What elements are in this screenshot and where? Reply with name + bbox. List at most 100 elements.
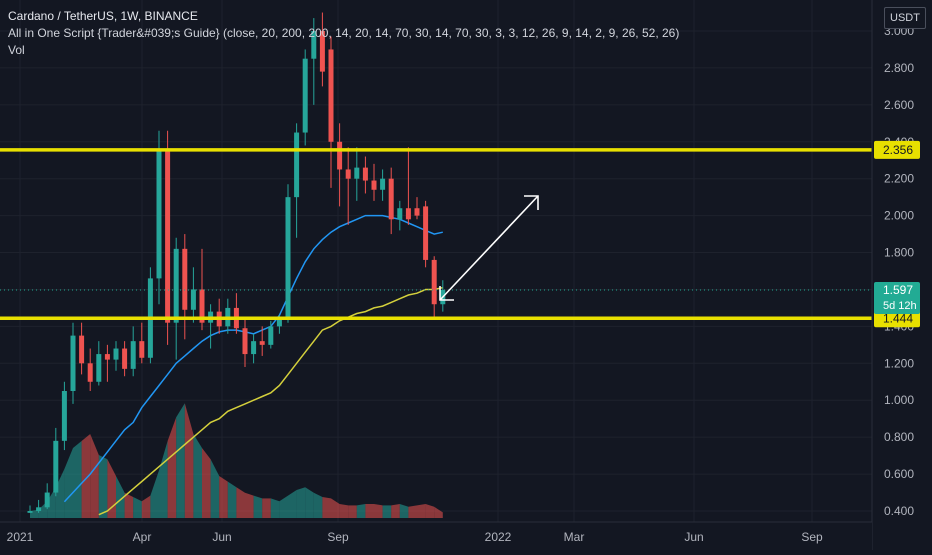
candle-body xyxy=(87,363,93,382)
volume-area xyxy=(184,403,194,518)
volume-area xyxy=(150,470,159,518)
candle-body xyxy=(354,167,360,179)
volume-area xyxy=(176,403,185,518)
candle-body xyxy=(259,341,265,345)
price-axis-panel xyxy=(872,0,932,550)
candle-body xyxy=(414,208,420,216)
chart-legend: Cardano / TetherUS, 1W, BINANCE All in O… xyxy=(8,8,679,59)
candle-body xyxy=(423,206,429,260)
candle-body xyxy=(431,259,437,305)
volume-area xyxy=(288,490,297,518)
candle-body xyxy=(371,180,377,190)
moving-average-line xyxy=(98,286,443,516)
candle-body xyxy=(156,149,162,279)
volume-label[interactable]: Vol xyxy=(8,43,25,57)
volume-area xyxy=(219,476,228,518)
volume-area xyxy=(408,505,417,518)
candle-body xyxy=(294,132,300,198)
price-tick-label: 0.800 xyxy=(884,430,914,444)
volume-area xyxy=(305,487,314,518)
candle-body xyxy=(36,507,42,511)
candle-body xyxy=(319,31,325,72)
volume-area xyxy=(382,505,392,518)
candle-body xyxy=(276,319,282,327)
candle-body xyxy=(405,208,411,220)
volume-area xyxy=(434,506,443,518)
candle-body xyxy=(104,354,110,360)
candle-body xyxy=(337,141,343,170)
volume-area xyxy=(98,455,108,518)
volume-area xyxy=(417,504,426,518)
volume-area xyxy=(236,487,245,518)
currency-button[interactable]: USDT xyxy=(884,7,926,29)
level-price-label: 2.356 xyxy=(883,143,913,157)
volume-area xyxy=(339,504,349,518)
candle-body xyxy=(397,208,403,220)
volume-area xyxy=(90,434,99,518)
candle-body xyxy=(130,341,136,369)
trend-arrow-tail xyxy=(439,286,454,301)
price-tick-label: 0.400 xyxy=(884,504,914,518)
candle-body xyxy=(268,326,274,345)
candle-body xyxy=(139,341,145,358)
volume-area xyxy=(167,417,177,518)
volume-area xyxy=(348,505,357,518)
candle-body xyxy=(328,49,334,142)
symbol-title[interactable]: Cardano / TetherUS, 1W, BINANCE xyxy=(8,9,198,23)
volume-area xyxy=(133,497,142,518)
candle-body xyxy=(380,178,386,190)
candle-body xyxy=(190,289,196,310)
volume-area xyxy=(73,441,82,518)
volume-area xyxy=(322,497,331,518)
price-tick-label: 1.800 xyxy=(884,246,914,260)
candle-body xyxy=(285,197,291,319)
time-tick-label: Jun xyxy=(212,530,231,544)
candle-body xyxy=(388,178,394,220)
candle-body xyxy=(242,328,248,355)
countdown-label: 5d 12h xyxy=(883,300,917,312)
time-tick-label: Apr xyxy=(133,530,152,544)
volume-area xyxy=(262,498,271,518)
trend-arrow-head xyxy=(524,195,539,210)
current-price-badge xyxy=(874,282,920,315)
volume-area xyxy=(227,481,237,518)
volume-area xyxy=(141,495,151,518)
volume-area xyxy=(202,448,211,518)
candle-body xyxy=(122,348,128,369)
candle-body xyxy=(165,149,171,323)
volume-area xyxy=(425,504,435,518)
volume-area xyxy=(270,498,280,518)
volume-area xyxy=(47,487,56,518)
time-tick-label: 2022 xyxy=(485,530,512,544)
candle-body xyxy=(362,167,368,181)
candle-body xyxy=(79,335,85,364)
volume-area xyxy=(193,434,202,518)
candle-body xyxy=(70,335,76,391)
current-price-label: 1.597 xyxy=(883,283,913,297)
time-tick-label: Jun xyxy=(684,530,703,544)
candle-body xyxy=(44,492,50,508)
indicator-label[interactable]: All in One Script {Trader&#039;s Guide} … xyxy=(8,26,680,40)
candle-body xyxy=(27,511,33,513)
volume-area xyxy=(391,504,400,518)
volume-area xyxy=(210,459,220,518)
volume-area xyxy=(55,469,65,518)
candle-body xyxy=(96,354,102,382)
time-tick-label: Sep xyxy=(327,530,349,544)
candle-body xyxy=(53,440,59,493)
volume-area xyxy=(399,504,409,518)
price-tick-label: 2.600 xyxy=(884,98,914,112)
level-price-label: 1.444 xyxy=(883,311,913,325)
volume-area xyxy=(296,487,306,518)
time-axis-panel xyxy=(0,522,872,550)
price-tick-label: 1.000 xyxy=(884,393,914,407)
price-tick-label: 2.200 xyxy=(884,172,914,186)
candle-body xyxy=(345,169,351,179)
volume-area xyxy=(81,434,91,518)
volume-area xyxy=(253,495,263,518)
volume-area xyxy=(245,492,254,518)
volume-area xyxy=(107,459,116,518)
time-tick-label: Sep xyxy=(801,530,823,544)
